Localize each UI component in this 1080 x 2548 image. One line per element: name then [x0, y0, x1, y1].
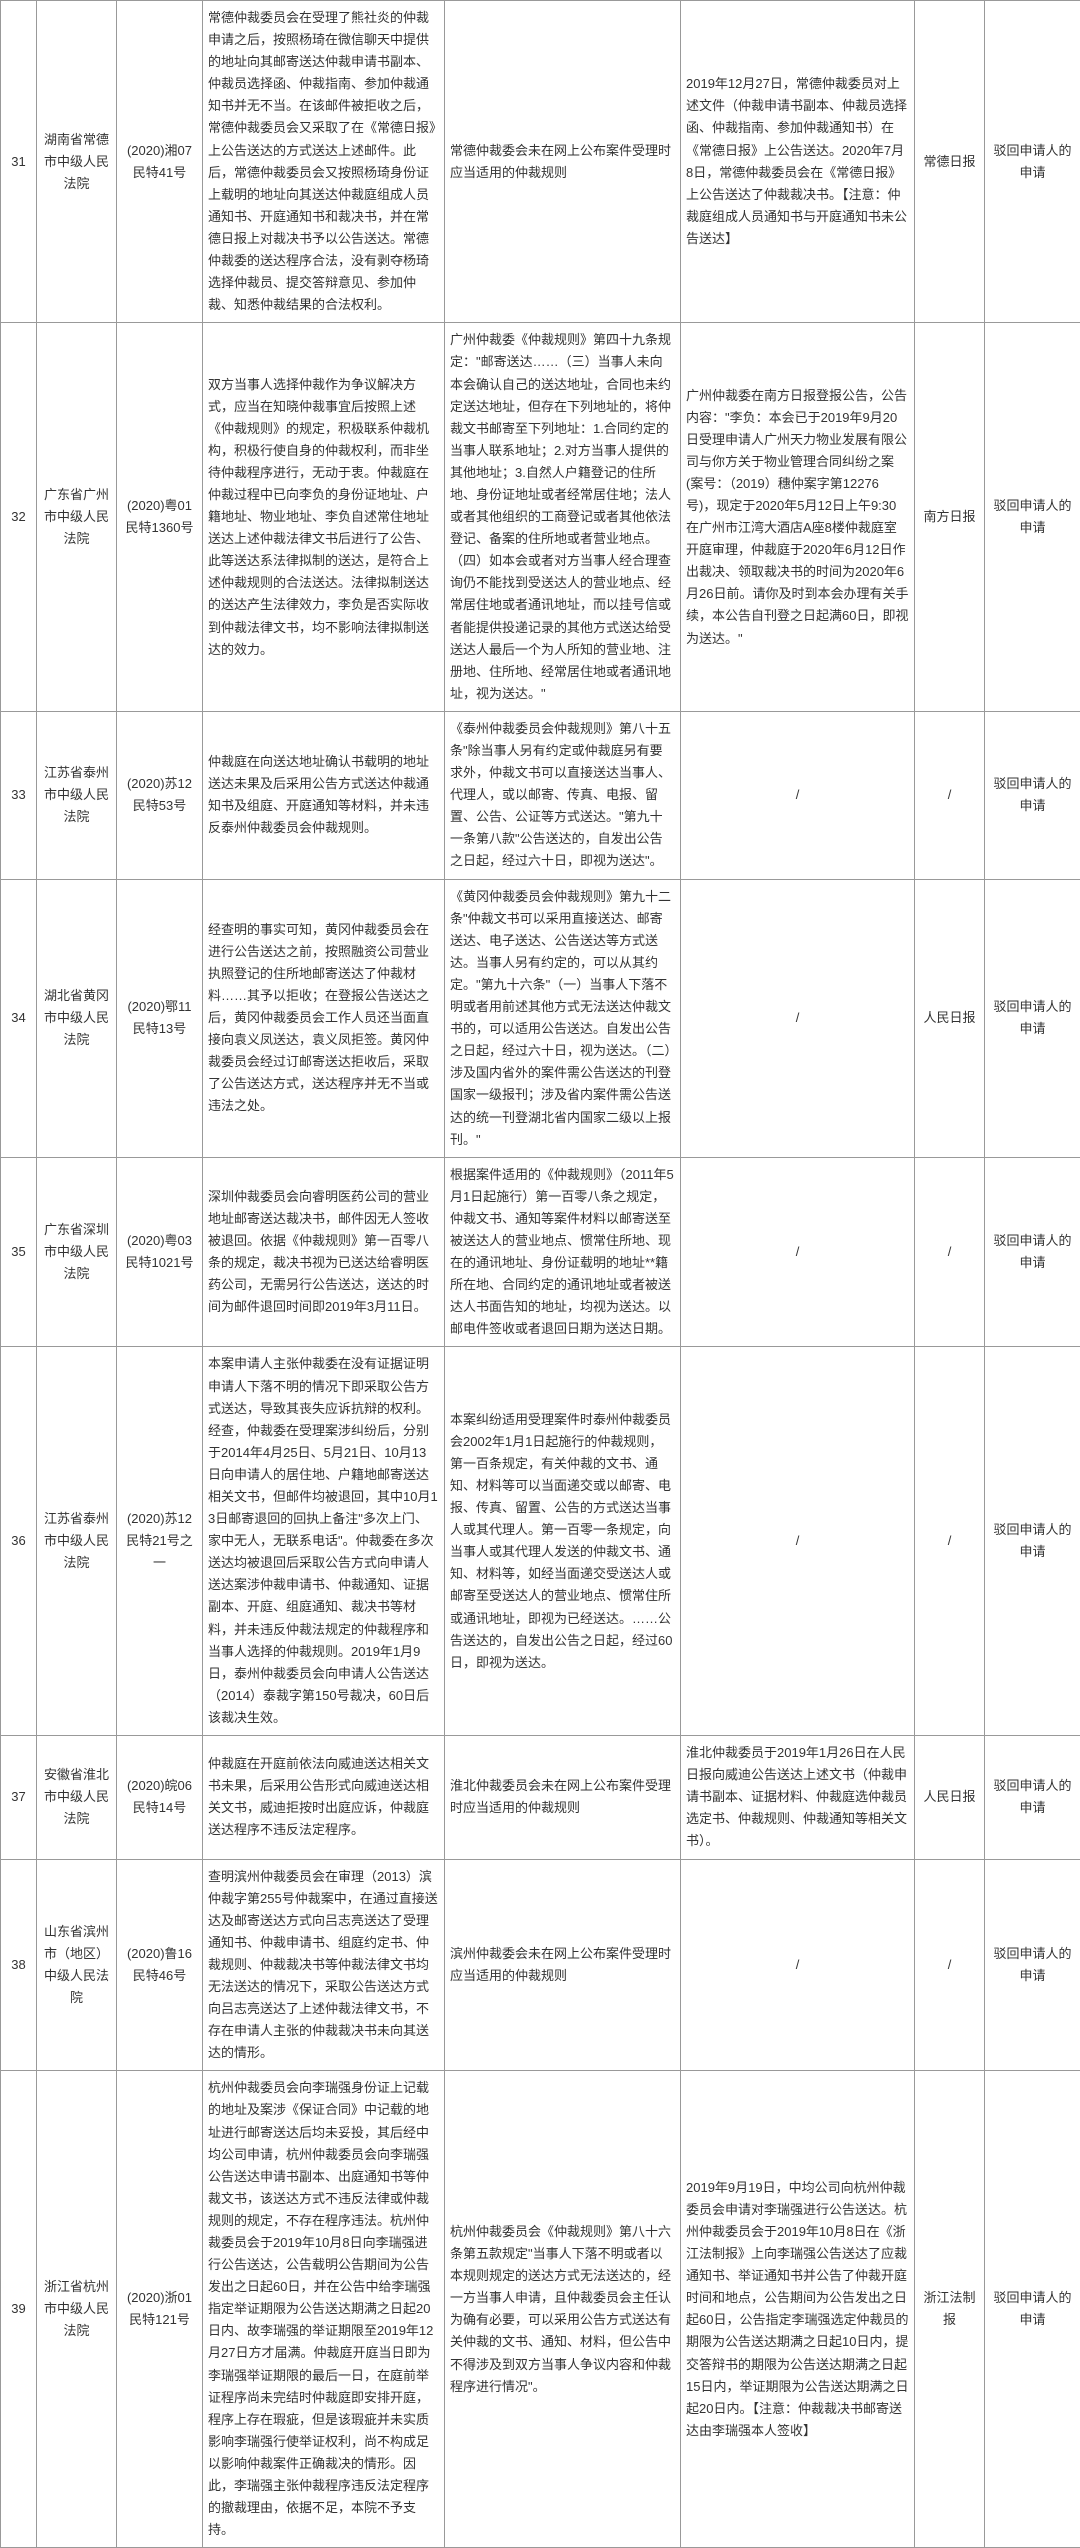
- row-index: 35: [1, 1157, 37, 1347]
- case-no-cell: (2020)皖06民特14号: [117, 1736, 203, 1859]
- rules-cell: 《黄冈仲裁委员会仲裁规则》第九十二条"仲裁文书可以采用直接送达、邮寄送达、电子送…: [445, 879, 681, 1157]
- case-table: 31湖南省常德市中级人民法院(2020)湘07民特41号常德仲裁委员会在受理了熊…: [0, 0, 1080, 2548]
- table-row: 36江苏省泰州市中级人民法院(2020)苏12民特21号之一本案申请人主张仲裁委…: [1, 1347, 1080, 1736]
- table-row: 38山东省滨州市（地区）中级人民法院(2020)鲁16民特46号查明滨州仲裁委员…: [1, 1859, 1080, 2071]
- case-no-cell: (2020)粤03民特1021号: [117, 1157, 203, 1347]
- facts-cell: 双方当事人选择仲裁作为争议解决方式，应当在知晓仲裁事宜后按照上述《仲裁规则》的规…: [203, 323, 445, 712]
- court-cell: 山东省滨州市（地区）中级人民法院: [37, 1859, 117, 2071]
- media-cell: /: [915, 1157, 985, 1347]
- row-index: 34: [1, 879, 37, 1157]
- row-index: 32: [1, 323, 37, 712]
- table-row: 37安徽省淮北市中级人民法院(2020)皖06民特14号仲裁庭在开庭前依法向威迪…: [1, 1736, 1080, 1859]
- rules-cell: 广州仲裁委《仲裁规则》第四十九条规定："邮寄送达……（三）当事人未向本会确认自己…: [445, 323, 681, 712]
- rules-cell: 根据案件适用的《仲裁规则》（2011年5月1日起施行）第一百零八条之规定，仲裁文…: [445, 1157, 681, 1347]
- result-cell: 驳回申请人的申请: [985, 1157, 1080, 1347]
- court-cell: 安徽省淮北市中级人民法院: [37, 1736, 117, 1859]
- table-row: 34湖北省黄冈市中级人民法院(2020)鄂11民特13号经查明的事实可知，黄冈仲…: [1, 879, 1080, 1157]
- court-cell: 广东省广州市中级人民法院: [37, 323, 117, 712]
- facts-cell: 查明滨州仲裁委员会在审理（2013）滨仲裁字第255号仲裁案中，在通过直接送达及…: [203, 1859, 445, 2071]
- case-table-body: 31湖南省常德市中级人民法院(2020)湘07民特41号常德仲裁委员会在受理了熊…: [1, 1, 1080, 2548]
- row-index: 37: [1, 1736, 37, 1859]
- notice-cell: 广州仲裁委在南方日报登报公告，公告内容："李负：本会已于2019年9月20日受理…: [681, 323, 915, 712]
- media-cell: /: [915, 1347, 985, 1736]
- rules-cell: 常德仲裁委会未在网上公布案件受理时应当适用的仲裁规则: [445, 1, 681, 323]
- facts-cell: 深圳仲裁委员会向睿明医药公司的营业地址邮寄送达裁决书，邮件因无人签收被退回。依据…: [203, 1157, 445, 1347]
- row-index: 31: [1, 1, 37, 323]
- case-no-cell: (2020)苏12民特53号: [117, 711, 203, 879]
- notice-cell: /: [681, 1157, 915, 1347]
- table-row: 33江苏省泰州市中级人民法院(2020)苏12民特53号仲裁庭在向送达地址确认书…: [1, 711, 1080, 879]
- court-cell: 湖北省黄冈市中级人民法院: [37, 879, 117, 1157]
- rules-cell: 《泰州仲裁委员会仲裁规则》第八十五条"除当事人另有约定或仲裁庭另有要求外，仲裁文…: [445, 711, 681, 879]
- facts-cell: 杭州仲裁委员会向李瑞强身份证上记载的地址及案涉《保证合同》中记载的地址进行邮寄送…: [203, 2071, 445, 2548]
- case-no-cell: (2020)鄂11民特13号: [117, 879, 203, 1157]
- media-cell: /: [915, 711, 985, 879]
- result-cell: 驳回申请人的申请: [985, 879, 1080, 1157]
- media-cell: 浙江法制报: [915, 2071, 985, 2548]
- row-index: 38: [1, 1859, 37, 2071]
- notice-cell: /: [681, 711, 915, 879]
- case-no-cell: (2020)鲁16民特46号: [117, 1859, 203, 2071]
- case-no-cell: (2020)粤01民特1360号: [117, 323, 203, 712]
- facts-cell: 本案申请人主张仲裁委在没有证据证明申请人下落不明的情况下即采取公告方式送达，导致…: [203, 1347, 445, 1736]
- notice-cell: /: [681, 1347, 915, 1736]
- row-index: 39: [1, 2071, 37, 2548]
- case-no-cell: (2020)浙01民特121号: [117, 2071, 203, 2548]
- table-row: 35广东省深圳市中级人民法院(2020)粤03民特1021号深圳仲裁委员会向睿明…: [1, 1157, 1080, 1347]
- media-cell: 常德日报: [915, 1, 985, 323]
- facts-cell: 仲裁庭在向送达地址确认书载明的地址送达未果及后采用公告方式送达仲裁通知书及组庭、…: [203, 711, 445, 879]
- notice-cell: 2019年9月19日，中均公司向杭州仲裁委员会申请对李瑞强进行公告送达。杭州仲裁…: [681, 2071, 915, 2548]
- court-cell: 湖南省常德市中级人民法院: [37, 1, 117, 323]
- rules-cell: 本案纠纷适用受理案件时泰州仲裁委员会2002年1月1日起施行的仲裁规则，第一百条…: [445, 1347, 681, 1736]
- result-cell: 驳回申请人的申请: [985, 2071, 1080, 2548]
- row-index: 36: [1, 1347, 37, 1736]
- court-cell: 广东省深圳市中级人民法院: [37, 1157, 117, 1347]
- media-cell: /: [915, 1859, 985, 2071]
- media-cell: 人民日报: [915, 879, 985, 1157]
- rules-cell: 滨州仲裁委会未在网上公布案件受理时应当适用的仲裁规则: [445, 1859, 681, 2071]
- case-no-cell: (2020)苏12民特21号之一: [117, 1347, 203, 1736]
- court-cell: 浙江省杭州市中级人民法院: [37, 2071, 117, 2548]
- court-cell: 江苏省泰州市中级人民法院: [37, 711, 117, 879]
- table-row: 31湖南省常德市中级人民法院(2020)湘07民特41号常德仲裁委员会在受理了熊…: [1, 1, 1080, 323]
- result-cell: 驳回申请人的申请: [985, 323, 1080, 712]
- case-no-cell: (2020)湘07民特41号: [117, 1, 203, 323]
- result-cell: 驳回申请人的申请: [985, 711, 1080, 879]
- result-cell: 驳回申请人的申请: [985, 1736, 1080, 1859]
- rules-cell: 淮北仲裁委员会未在网上公布案件受理时应当适用的仲裁规则: [445, 1736, 681, 1859]
- media-cell: 人民日报: [915, 1736, 985, 1859]
- court-cell: 江苏省泰州市中级人民法院: [37, 1347, 117, 1736]
- notice-cell: 2019年12月27日，常德仲裁委员对上述文件（仲裁申请书副本、仲裁员选择函、仲…: [681, 1, 915, 323]
- facts-cell: 常德仲裁委员会在受理了熊社炎的仲裁申请之后，按照杨琦在微信聊天中提供的地址向其邮…: [203, 1, 445, 323]
- facts-cell: 经查明的事实可知，黄冈仲裁委员会在进行公告送达之前，按照融资公司营业执照登记的住…: [203, 879, 445, 1157]
- table-row: 32广东省广州市中级人民法院(2020)粤01民特1360号双方当事人选择仲裁作…: [1, 323, 1080, 712]
- result-cell: 驳回申请人的申请: [985, 1859, 1080, 2071]
- row-index: 33: [1, 711, 37, 879]
- media-cell: 南方日报: [915, 323, 985, 712]
- table-row: 39浙江省杭州市中级人民法院(2020)浙01民特121号杭州仲裁委员会向李瑞强…: [1, 2071, 1080, 2548]
- notice-cell: 淮北仲裁委员于2019年1月26日在人民日报向威迪公告送达上述文书（仲裁申请书副…: [681, 1736, 915, 1859]
- result-cell: 驳回申请人的申请: [985, 1, 1080, 323]
- facts-cell: 仲裁庭在开庭前依法向威迪送达相关文书未果，后采用公告形式向威迪送达相关文书，威迪…: [203, 1736, 445, 1859]
- result-cell: 驳回申请人的申请: [985, 1347, 1080, 1736]
- notice-cell: /: [681, 879, 915, 1157]
- rules-cell: 杭州仲裁委员会《仲裁规则》第八十六条第五款规定"当事人下落不明或者以本规则规定的…: [445, 2071, 681, 2548]
- notice-cell: /: [681, 1859, 915, 2071]
